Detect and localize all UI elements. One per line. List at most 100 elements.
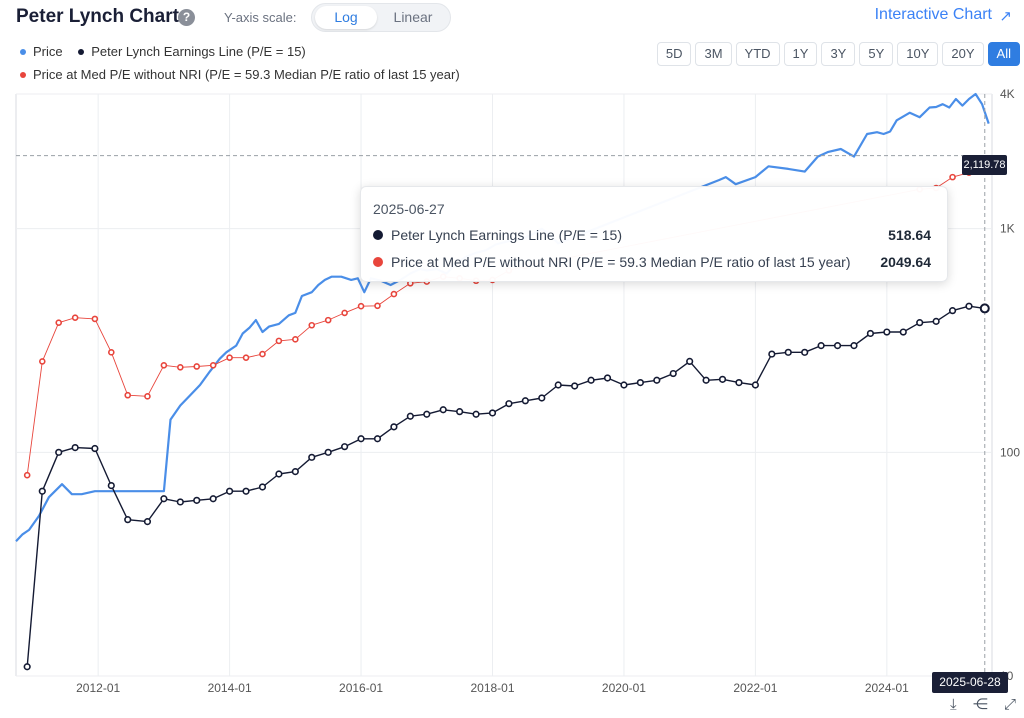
earnings-series-point (275, 470, 283, 478)
legend-item-price[interactable]: Price (20, 44, 63, 59)
legend-item-medpe[interactable]: Price at Med P/E without NRI (P/E = 59.3… (20, 67, 460, 82)
earnings-series-point (916, 319, 924, 327)
earnings-series-point (390, 423, 398, 431)
legend-item-earnings[interactable]: Peter Lynch Earnings Line (P/E = 15) (78, 44, 306, 59)
share-icon[interactable]: ⋲ (972, 696, 988, 713)
legend-price-label: Price (33, 44, 63, 59)
earnings-series-point (554, 381, 562, 389)
medpe-series-point (226, 354, 233, 361)
earnings-series-point (603, 374, 612, 382)
tooltip-date: 2025-06-27 (373, 201, 445, 217)
legend-medpe-label: Price at Med P/E without NRI (P/E = 59.3… (33, 67, 460, 82)
chart-toolbar: ⤓ ⋲ ⤢ (938, 695, 1016, 713)
medpe-series-point (177, 363, 184, 371)
tooltip-earnings-label: Peter Lynch Earnings Line (P/E = 15) (391, 227, 622, 243)
medpe-series-point (275, 337, 283, 345)
earnings-series-point (406, 412, 414, 420)
x-tick-label: 2024-01 (865, 681, 909, 695)
range-button-3y[interactable]: 3Y (821, 42, 856, 66)
earnings-series-point (209, 495, 217, 503)
earnings-series-point (521, 397, 529, 405)
earnings-series-point (242, 487, 250, 495)
yscale-label: Y-axis scale: (224, 10, 297, 25)
range-button-ytd[interactable]: YTD (735, 42, 780, 66)
earnings-series-point (620, 381, 628, 389)
interactive-chart-link[interactable]: Interactive Chart (874, 6, 992, 23)
medpe-series-point (23, 471, 31, 479)
earnings-series-point (866, 329, 875, 338)
earnings-series-point (373, 435, 382, 443)
earnings-series-point (899, 328, 907, 336)
earnings-series-point (23, 663, 31, 671)
download-icon[interactable]: ⤓ (950, 696, 957, 713)
yscale-log-button[interactable]: Log (315, 6, 377, 29)
earnings-series-point (883, 328, 891, 336)
x-tick-label: 2018-01 (470, 681, 514, 695)
earnings-series-point (423, 410, 431, 418)
medpe-series-point (341, 309, 348, 317)
earnings-series-point (686, 357, 694, 366)
earnings-series-point (735, 379, 743, 387)
price-series-line (15, 92, 990, 543)
earnings-series-point (505, 400, 513, 408)
help-icon[interactable]: ? (178, 9, 195, 26)
medpe-series-point (390, 290, 398, 298)
tooltip-medpe-label: Price at Med P/E without NRI (P/E = 59.3… (391, 254, 851, 270)
medpe-series-point (357, 302, 365, 310)
x-tick-label: 2012-01 (76, 681, 120, 695)
medpe-series-point (107, 349, 115, 356)
chart-canvas[interactable]: 2012-01 2014-01 2016-01 2018-01 2020-01 2022-… (0, 88, 1024, 708)
x-tick-label: 2016-01 (339, 681, 383, 695)
x-tick-label: 2022-01 (733, 681, 777, 695)
y-tick-label: 1K (1000, 222, 1015, 236)
expand-icon[interactable]: ⤢ (1003, 696, 1016, 713)
tooltip-medpe-dot (373, 257, 383, 267)
medpe-series-point (209, 361, 217, 369)
earnings-series-point (571, 382, 579, 390)
earnings-series-point (965, 302, 973, 310)
y-tick-label: 4K (1000, 88, 1015, 101)
medpe-series-point (259, 350, 266, 358)
range-button-1y[interactable]: 1Y (783, 42, 818, 66)
medpe-series-point (71, 314, 79, 321)
earnings-series-point (439, 406, 447, 414)
earnings-series-point (833, 342, 842, 350)
earnings-series-point (176, 498, 184, 506)
chart-header: Peter Lynch Chart ? Y-axis scale: Log Li… (0, 0, 1024, 36)
external-link-icon[interactable]: ↗ (999, 8, 1012, 25)
y-tick-label: 100 (1000, 445, 1020, 459)
earnings-series-point (226, 487, 234, 495)
earnings-series-point (357, 435, 365, 443)
earnings-series-point (124, 516, 132, 524)
range-selector: 5D 3M YTD 1Y 3Y 5Y 10Y 20Y All (653, 42, 1020, 66)
legend-row-2: Price at Med P/E without NRI (P/E = 59.3… (20, 67, 472, 82)
crosshair-date-badge: 2025-06-28 (932, 672, 1008, 693)
yscale-linear-button[interactable]: Linear (393, 9, 433, 25)
earnings-series-point (784, 348, 792, 356)
range-button-10y[interactable]: 10Y (897, 42, 939, 66)
medpe-series-point (193, 363, 201, 370)
range-button-3m[interactable]: 3M (695, 42, 732, 66)
legend-earnings-label: Peter Lynch Earnings Line (P/E = 15) (91, 44, 306, 59)
earnings-series-point (71, 443, 79, 452)
chart-title: Peter Lynch Chart (16, 6, 179, 27)
medpe-series-point (308, 321, 316, 329)
earnings-series-point (55, 448, 63, 456)
earnings-series-point (817, 342, 825, 350)
range-button-5y[interactable]: 5Y (859, 42, 894, 66)
medpe-series-point (124, 391, 132, 399)
range-button-all[interactable]: All (987, 42, 1020, 66)
earnings-series-point (751, 381, 759, 389)
range-button-5d[interactable]: 5D (656, 42, 692, 66)
earnings-series-point (488, 409, 497, 417)
earnings-series-point (160, 495, 168, 503)
medpe-series-point (160, 361, 168, 369)
earnings-series-point (718, 375, 727, 383)
range-button-20y[interactable]: 20Y (942, 42, 984, 66)
earnings-series-point (291, 468, 299, 476)
tooltip-earnings-dot (373, 230, 383, 240)
chart-tooltip: 2025-06-27 Peter Lynch Earnings Line (P/… (360, 186, 948, 282)
earnings-series-point (538, 394, 546, 402)
earnings-series-point (143, 518, 152, 526)
medpe-series-point (144, 393, 151, 400)
